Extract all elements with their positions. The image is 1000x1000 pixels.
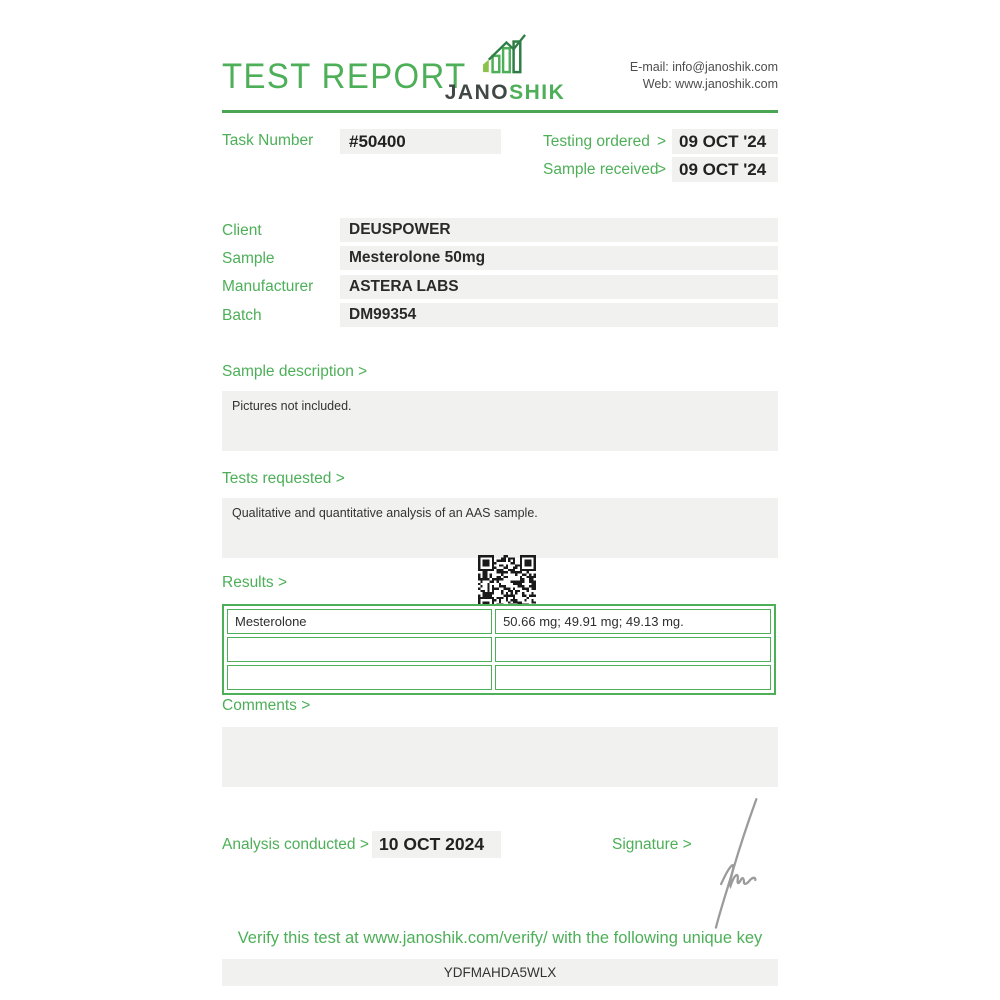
manufacturer-label: Manufacturer: [222, 278, 314, 295]
header-divider: [222, 110, 778, 113]
batch-label: Batch: [222, 307, 262, 324]
tests-requested-box: Qualitative and quantitative analysis of…: [222, 498, 778, 558]
sample-label: Sample: [222, 250, 275, 267]
result-substance: Mesterolone: [227, 609, 493, 634]
testing-ordered-value: 09 OCT '24: [672, 129, 778, 154]
table-row: [227, 665, 771, 690]
manufacturer-value: ASTERA LABS: [340, 275, 778, 299]
result-substance: [227, 637, 493, 662]
unique-key-value: YDFMAHDA5WLX: [222, 959, 778, 986]
testing-ordered-arrow: >: [657, 133, 667, 150]
analysis-conducted-label: Analysis conducted >: [222, 836, 369, 853]
signature-label: Signature >: [612, 836, 692, 853]
contact-info: E-mail: info@janoshik.com Web: www.janos…: [630, 59, 778, 93]
task-number-label: Task Number: [222, 132, 314, 149]
result-substance: [227, 665, 493, 690]
logo-chart-icon: [476, 32, 534, 79]
comments-heading: Comments >: [222, 697, 311, 714]
results-table: Mesterolone 50.66 mg; 49.91 mg; 49.13 mg…: [222, 604, 776, 695]
results-heading: Results >: [222, 574, 288, 591]
result-amounts: [495, 665, 771, 690]
verify-instruction: Verify this test at www.janoshik.com/ver…: [237, 929, 763, 947]
tests-requested-heading: Tests requested >: [222, 470, 345, 487]
contact-email: E-mail: info@janoshik.com: [629, 60, 778, 74]
client-label: Client: [222, 222, 262, 239]
signature-icon: [688, 793, 776, 931]
sample-value: Mesterolone 50mg: [340, 246, 778, 270]
batch-value: DM99354: [340, 303, 778, 327]
sample-description-box: Pictures not included.: [222, 391, 778, 451]
janoshik-logo: JANOSHIK: [445, 32, 564, 105]
result-amounts: [495, 637, 771, 662]
page-title: TEST REPORT: [222, 57, 467, 96]
table-row: Mesterolone 50.66 mg; 49.91 mg; 49.13 mg…: [227, 609, 771, 634]
sample-received-value: 09 OCT '24: [672, 157, 778, 182]
sample-description-heading: Sample description >: [222, 363, 368, 380]
table-row: [227, 637, 771, 662]
task-number-value: #50400: [340, 129, 501, 154]
client-value: DEUSPOWER: [340, 218, 778, 242]
result-amounts: 50.66 mg; 49.91 mg; 49.13 mg.: [495, 609, 771, 634]
comments-box: [222, 727, 778, 787]
testing-ordered-label: Testing ordered: [543, 133, 650, 150]
logo-wordmark: JANOSHIK: [444, 81, 566, 104]
sample-received-arrow: >: [657, 161, 667, 178]
sample-received-label: Sample received: [543, 161, 659, 178]
contact-web: Web: www.janoshik.com: [642, 77, 778, 91]
analysis-conducted-value: 10 OCT 2024: [372, 831, 501, 858]
